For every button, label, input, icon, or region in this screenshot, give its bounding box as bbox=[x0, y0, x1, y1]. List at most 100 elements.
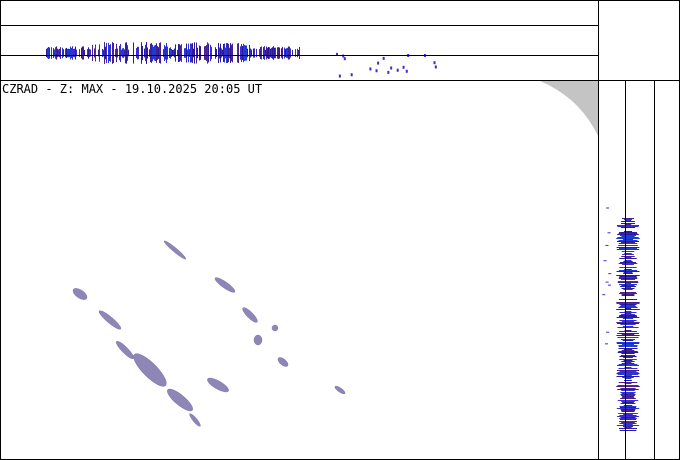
projection-bar bbox=[278, 47, 279, 59]
projection-bar bbox=[618, 428, 638, 429]
projection-bar bbox=[57, 48, 58, 58]
projection-bar bbox=[268, 46, 269, 60]
projection-bar bbox=[287, 47, 288, 59]
projection-bar bbox=[621, 350, 635, 351]
projection-bar bbox=[165, 46, 166, 60]
projection-bar bbox=[402, 65, 405, 69]
projection-bar bbox=[116, 43, 117, 63]
projection-bar bbox=[173, 49, 174, 57]
projection-bar bbox=[619, 258, 637, 259]
projection-bar bbox=[221, 48, 222, 58]
projection-bar bbox=[619, 418, 637, 419]
projection-bar bbox=[266, 46, 267, 60]
projection-bar bbox=[622, 402, 634, 403]
projection-bar bbox=[619, 320, 637, 321]
projection-bar bbox=[229, 47, 230, 59]
projection-bar bbox=[66, 47, 67, 59]
projection-bar bbox=[265, 49, 266, 57]
projection-bar bbox=[259, 49, 260, 57]
projection-bar bbox=[619, 421, 637, 422]
projection-bar bbox=[199, 45, 200, 61]
projection-bar bbox=[621, 321, 635, 322]
projection-bar bbox=[616, 309, 640, 310]
projection-bar bbox=[113, 43, 114, 63]
projection-bar bbox=[624, 260, 632, 261]
projection-bar bbox=[396, 68, 399, 72]
projection-bar bbox=[197, 47, 198, 59]
echo bbox=[189, 413, 201, 427]
projection-bar bbox=[270, 48, 271, 58]
projection-bar bbox=[618, 413, 638, 414]
echo bbox=[334, 385, 346, 395]
projection-bar bbox=[618, 299, 638, 300]
projection-bar bbox=[621, 295, 635, 296]
projection-bar bbox=[350, 73, 353, 77]
projection-bar bbox=[211, 46, 212, 60]
projection-bar bbox=[54, 49, 55, 57]
projection-bar bbox=[222, 49, 223, 57]
projection-bar bbox=[277, 47, 278, 59]
projection-bar bbox=[623, 357, 633, 358]
projection-bar bbox=[227, 43, 228, 63]
projection-bar bbox=[271, 47, 272, 59]
projection-bar bbox=[618, 243, 638, 244]
projection-bar bbox=[620, 324, 636, 325]
echo bbox=[207, 377, 229, 393]
echo bbox=[253, 334, 263, 346]
projection-bar bbox=[619, 356, 637, 357]
projection-bar bbox=[619, 284, 637, 285]
projection-bar bbox=[617, 337, 639, 338]
projection-bar bbox=[245, 45, 246, 61]
projection-bar bbox=[616, 322, 640, 323]
projection-bar bbox=[618, 233, 638, 234]
projection-bar bbox=[619, 430, 637, 431]
projection-bar bbox=[225, 47, 226, 59]
projection-bar bbox=[621, 397, 635, 398]
echo bbox=[72, 288, 88, 300]
projection-bar bbox=[621, 393, 635, 394]
projection-bar bbox=[263, 47, 264, 59]
projection-bar bbox=[623, 405, 633, 406]
projection-bar bbox=[90, 49, 91, 57]
projection-bar bbox=[624, 257, 632, 258]
projection-bar bbox=[618, 270, 638, 271]
projection-bar bbox=[624, 375, 632, 376]
projection-bar bbox=[621, 422, 635, 423]
projection-bar bbox=[622, 396, 634, 397]
projection-bar bbox=[74, 48, 75, 58]
projection-bar bbox=[616, 343, 640, 344]
projection-bar bbox=[618, 278, 638, 279]
projection-bar bbox=[290, 48, 291, 58]
projection-bar bbox=[284, 47, 285, 59]
projection-bar bbox=[617, 416, 639, 417]
projection-bar bbox=[256, 48, 257, 58]
projection-bar bbox=[84, 49, 85, 57]
projection-bar bbox=[619, 359, 637, 360]
projection-bar bbox=[622, 340, 634, 341]
projection-bar bbox=[145, 44, 146, 62]
projection-bar bbox=[616, 335, 640, 336]
projection-bar bbox=[166, 43, 167, 63]
projection-bar bbox=[343, 57, 346, 61]
projection-bar bbox=[620, 417, 636, 418]
projection-bar bbox=[126, 42, 127, 64]
projection-bar bbox=[616, 317, 640, 318]
projection-bar bbox=[616, 373, 640, 374]
projection-bar bbox=[624, 362, 632, 363]
echo bbox=[214, 277, 236, 293]
projection-bar bbox=[177, 49, 178, 57]
projection-bar bbox=[49, 47, 50, 59]
projection-bar bbox=[619, 262, 637, 263]
projection-bar bbox=[603, 260, 607, 262]
out-of-range-area bbox=[540, 81, 598, 136]
projection-bar bbox=[71, 47, 72, 59]
projection-bar bbox=[121, 49, 122, 57]
projection-bar bbox=[621, 218, 635, 219]
projection-bar bbox=[87, 49, 88, 57]
projection-bar bbox=[47, 47, 48, 59]
projection-bar bbox=[616, 302, 640, 303]
projection-bar bbox=[624, 313, 632, 314]
projection-bar bbox=[618, 245, 638, 246]
projection-bar bbox=[616, 370, 640, 371]
projection-bar bbox=[127, 45, 128, 61]
